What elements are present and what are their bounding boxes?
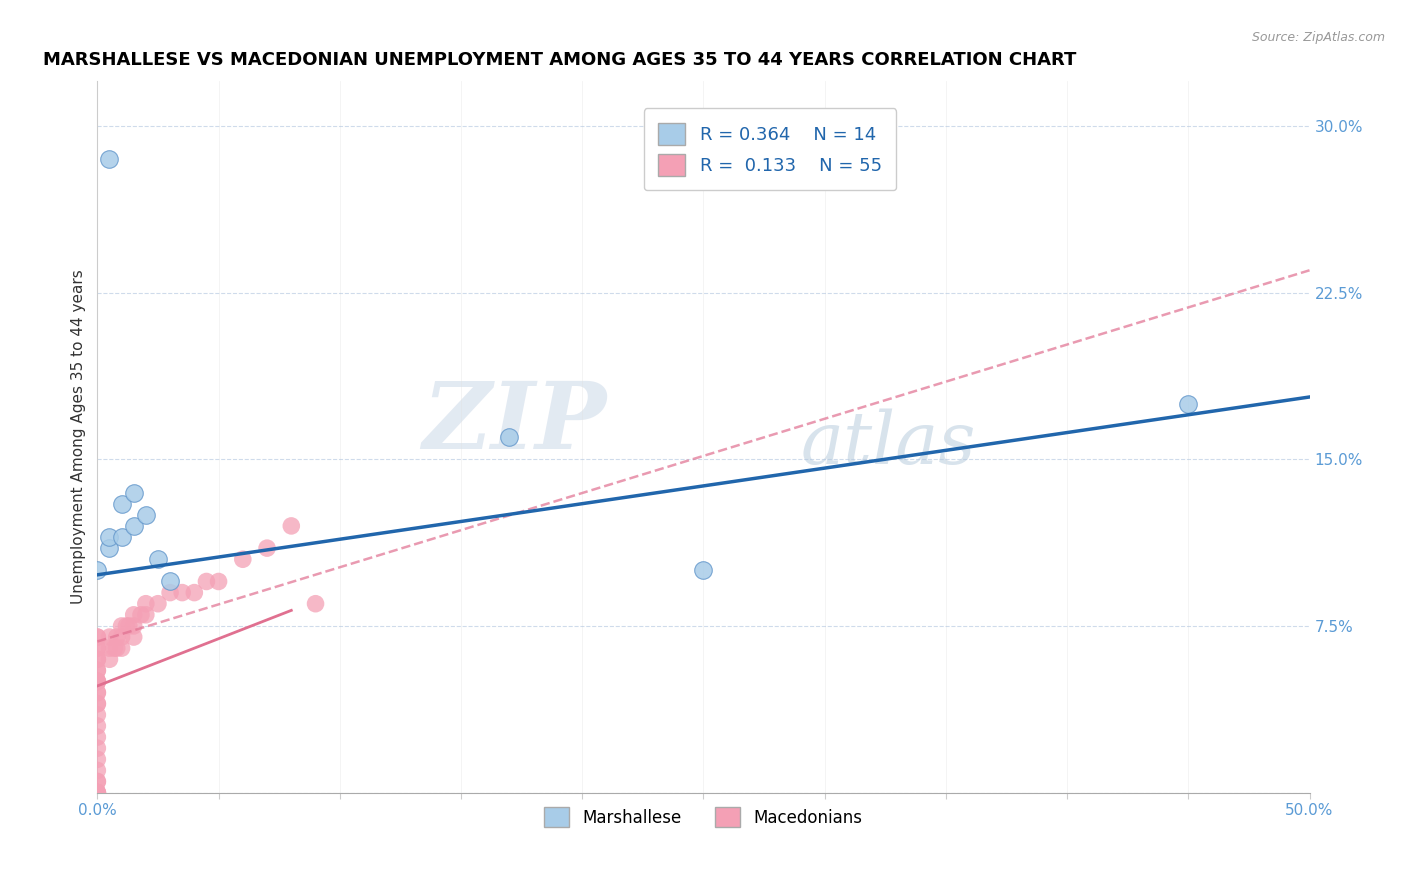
Point	[86, 786, 108, 800]
Point	[86, 752, 108, 766]
Point	[256, 541, 278, 556]
Text: ZIP: ZIP	[422, 378, 606, 467]
Point	[86, 664, 108, 678]
Point	[135, 508, 157, 522]
Point	[86, 641, 108, 656]
Point	[86, 630, 108, 644]
Point	[86, 774, 108, 789]
Point	[129, 607, 152, 622]
Point	[86, 786, 108, 800]
Point	[115, 619, 138, 633]
Point	[86, 786, 108, 800]
Text: MARSHALLESE VS MACEDONIAN UNEMPLOYMENT AMONG AGES 35 TO 44 YEARS CORRELATION CHA: MARSHALLESE VS MACEDONIAN UNEMPLOYMENT A…	[42, 51, 1076, 69]
Point	[304, 597, 326, 611]
Point	[122, 619, 145, 633]
Point	[135, 597, 157, 611]
Point	[692, 563, 714, 577]
Point	[110, 497, 132, 511]
Point	[105, 630, 128, 644]
Point	[110, 641, 132, 656]
Y-axis label: Unemployment Among Ages 35 to 44 years: Unemployment Among Ages 35 to 44 years	[72, 269, 86, 605]
Point	[103, 641, 125, 656]
Text: atlas: atlas	[800, 409, 976, 479]
Point	[122, 607, 145, 622]
Point	[195, 574, 218, 589]
Point	[122, 519, 145, 533]
Point	[122, 630, 145, 644]
Point	[98, 530, 121, 544]
Point	[135, 607, 157, 622]
Point	[86, 730, 108, 744]
Point	[110, 619, 132, 633]
Point	[86, 641, 108, 656]
Point	[86, 719, 108, 733]
Text: Source: ZipAtlas.com: Source: ZipAtlas.com	[1251, 31, 1385, 45]
Point	[122, 485, 145, 500]
Point	[86, 563, 108, 577]
Point	[98, 541, 121, 556]
Point	[86, 697, 108, 711]
Legend: Marshallese, Macedonians: Marshallese, Macedonians	[537, 800, 869, 834]
Point	[86, 674, 108, 689]
Point	[98, 641, 121, 656]
Point	[86, 697, 108, 711]
Point	[86, 652, 108, 666]
Point	[183, 585, 205, 599]
Point	[110, 530, 132, 544]
Point	[146, 552, 169, 566]
Point	[86, 685, 108, 699]
Point	[86, 674, 108, 689]
Point	[98, 152, 121, 166]
Point	[110, 630, 132, 644]
Point	[86, 741, 108, 756]
Point	[86, 707, 108, 722]
Point	[86, 674, 108, 689]
Point	[146, 597, 169, 611]
Point	[118, 619, 141, 633]
Point	[86, 630, 108, 644]
Point	[86, 685, 108, 699]
Point	[498, 430, 520, 444]
Point	[86, 786, 108, 800]
Point	[86, 774, 108, 789]
Point	[280, 519, 302, 533]
Point	[86, 764, 108, 778]
Point	[172, 585, 194, 599]
Point	[105, 641, 128, 656]
Point	[86, 652, 108, 666]
Point	[159, 585, 181, 599]
Point	[98, 652, 121, 666]
Point	[232, 552, 254, 566]
Point	[98, 630, 121, 644]
Point	[86, 664, 108, 678]
Point	[207, 574, 229, 589]
Point	[1177, 397, 1199, 411]
Point	[86, 674, 108, 689]
Point	[159, 574, 181, 589]
